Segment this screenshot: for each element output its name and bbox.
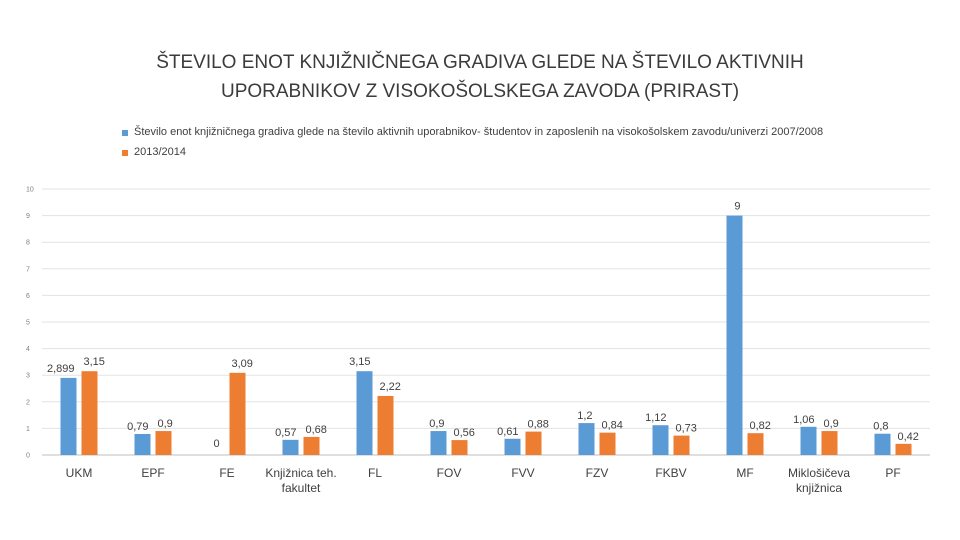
x-label-2-line-0: FE <box>219 466 234 480</box>
data-label-s1-0: 2,899 <box>47 363 75 375</box>
bar-s2-0 <box>81 371 98 455</box>
bar-s1-3 <box>282 439 299 455</box>
x-label-10-line-1: knjižnica <box>796 481 842 495</box>
bar-s2-6 <box>525 431 542 455</box>
data-label-s2-6: 0,88 <box>528 419 549 431</box>
bar-s1-10 <box>800 426 817 455</box>
bar-s2-7 <box>599 432 616 455</box>
y-tick-label-8: 8 <box>26 240 30 247</box>
y-tick-label-5: 5 <box>26 320 30 327</box>
data-label-s2-5: 0,56 <box>454 427 475 439</box>
data-label-extra-0: 0 <box>213 438 219 450</box>
data-label-s1-8: 1,12 <box>645 412 666 424</box>
legend-label-2013-2014: 2013/2014 <box>134 146 186 158</box>
y-tick-label-1: 1 <box>26 426 30 433</box>
x-label-6-line-0: FVV <box>511 466 534 480</box>
data-label-s1-7: 1,2 <box>577 410 592 422</box>
bar-s1-4 <box>356 371 373 455</box>
bar-s1-8 <box>652 425 669 455</box>
bar-s2-9 <box>747 433 764 455</box>
data-label-s2-4: 2,22 <box>380 381 401 393</box>
data-label-s1-11: 0,8 <box>873 421 888 433</box>
y-tick-label-3: 3 <box>26 373 30 380</box>
data-label-s1-3: 0,57 <box>275 427 296 439</box>
legend-entry-2007-2008: Število enot knjižničnega gradiva glede … <box>122 126 823 139</box>
bar-s1-0 <box>60 377 77 455</box>
data-label-s1-9: 9 <box>734 201 740 213</box>
data-label-s1-6: 0,61 <box>497 426 518 438</box>
y-tick-label-0: 0 <box>26 453 30 460</box>
data-label-s2-8: 0,73 <box>676 423 697 435</box>
x-label-8-line-0: FKBV <box>655 466 686 480</box>
x-label-4-line-0: FL <box>368 466 382 480</box>
x-label-1-line-0: EPF <box>141 466 164 480</box>
x-label-9-line-0: MF <box>736 466 753 480</box>
data-label-s2-11: 0,42 <box>898 431 919 443</box>
y-tick-label-4: 4 <box>26 346 30 353</box>
bar-s2-2 <box>229 372 246 455</box>
bar-s2-4 <box>377 395 394 455</box>
y-tick-label-2: 2 <box>26 399 30 406</box>
y-tick-label-10: 10 <box>26 187 34 194</box>
chart-title: ŠTEVILO ENOT KNJIŽNIČNEGA GRADIVA GLEDE … <box>80 48 880 106</box>
bar-s1-1 <box>134 433 151 455</box>
x-label-3-line-1: fakultet <box>282 481 321 495</box>
data-label-s1-10: 1,06 <box>793 414 814 426</box>
bar-s2-3 <box>303 436 320 455</box>
bar-s2-1 <box>155 431 172 455</box>
x-label-5-line-0: FOV <box>437 466 462 480</box>
data-label-s2-10: 0,9 <box>824 418 839 430</box>
chart-title-line-1: ŠTEVILO ENOT KNJIŽNIČNEGA GRADIVA GLEDE … <box>156 52 804 73</box>
bar-s1-11 <box>874 433 891 455</box>
x-label-0-line-0: UKM <box>66 466 93 480</box>
chart-legend: Število enot knjižničnega gradiva glede … <box>122 126 823 166</box>
legend-swatch-2007-2008 <box>122 129 128 136</box>
bar-s2-11 <box>895 443 912 455</box>
x-label-3-line-0: Knjižnica teh. <box>265 466 336 480</box>
bar-s1-6 <box>504 438 521 455</box>
legend-label-2007-2008: Število enot knjižničnega gradiva glede … <box>134 126 824 138</box>
bar-s1-7 <box>578 423 595 455</box>
x-label-7-line-0: FZV <box>586 466 609 480</box>
bar-s1-5 <box>430 431 447 455</box>
data-label-s2-7: 0,84 <box>602 420 623 432</box>
y-tick-label-9: 9 <box>26 213 30 220</box>
bar-s1-9 <box>726 215 743 455</box>
legend-swatch-2013-2014 <box>122 149 128 156</box>
bar-s2-10 <box>821 431 838 455</box>
data-label-s2-1: 0,9 <box>158 418 173 430</box>
data-label-s1-4: 3,15 <box>349 356 370 368</box>
data-label-s2-0: 3,15 <box>84 356 105 368</box>
data-label-s1-1: 0,79 <box>127 421 148 433</box>
y-tick-label-7: 7 <box>26 266 30 273</box>
data-label-s2-9: 0,82 <box>750 420 771 432</box>
y-tick-label-6: 6 <box>26 293 30 300</box>
bar-s2-8 <box>673 435 690 455</box>
data-label-s2-2: 3,09 <box>232 358 253 370</box>
data-label-s1-5: 0,9 <box>429 418 444 430</box>
bar-s2-5 <box>451 440 468 455</box>
x-label-11-line-0: PF <box>885 466 900 480</box>
legend-entry-2013-2014: 2013/2014 <box>122 146 823 159</box>
chart-title-line-2: UPORABNIKOV Z VISOKOŠOLSKEGA ZAVODA (PRI… <box>220 81 740 102</box>
x-label-10-line-0: Miklošičeva <box>788 466 850 480</box>
data-label-s2-3: 0,68 <box>306 424 327 436</box>
